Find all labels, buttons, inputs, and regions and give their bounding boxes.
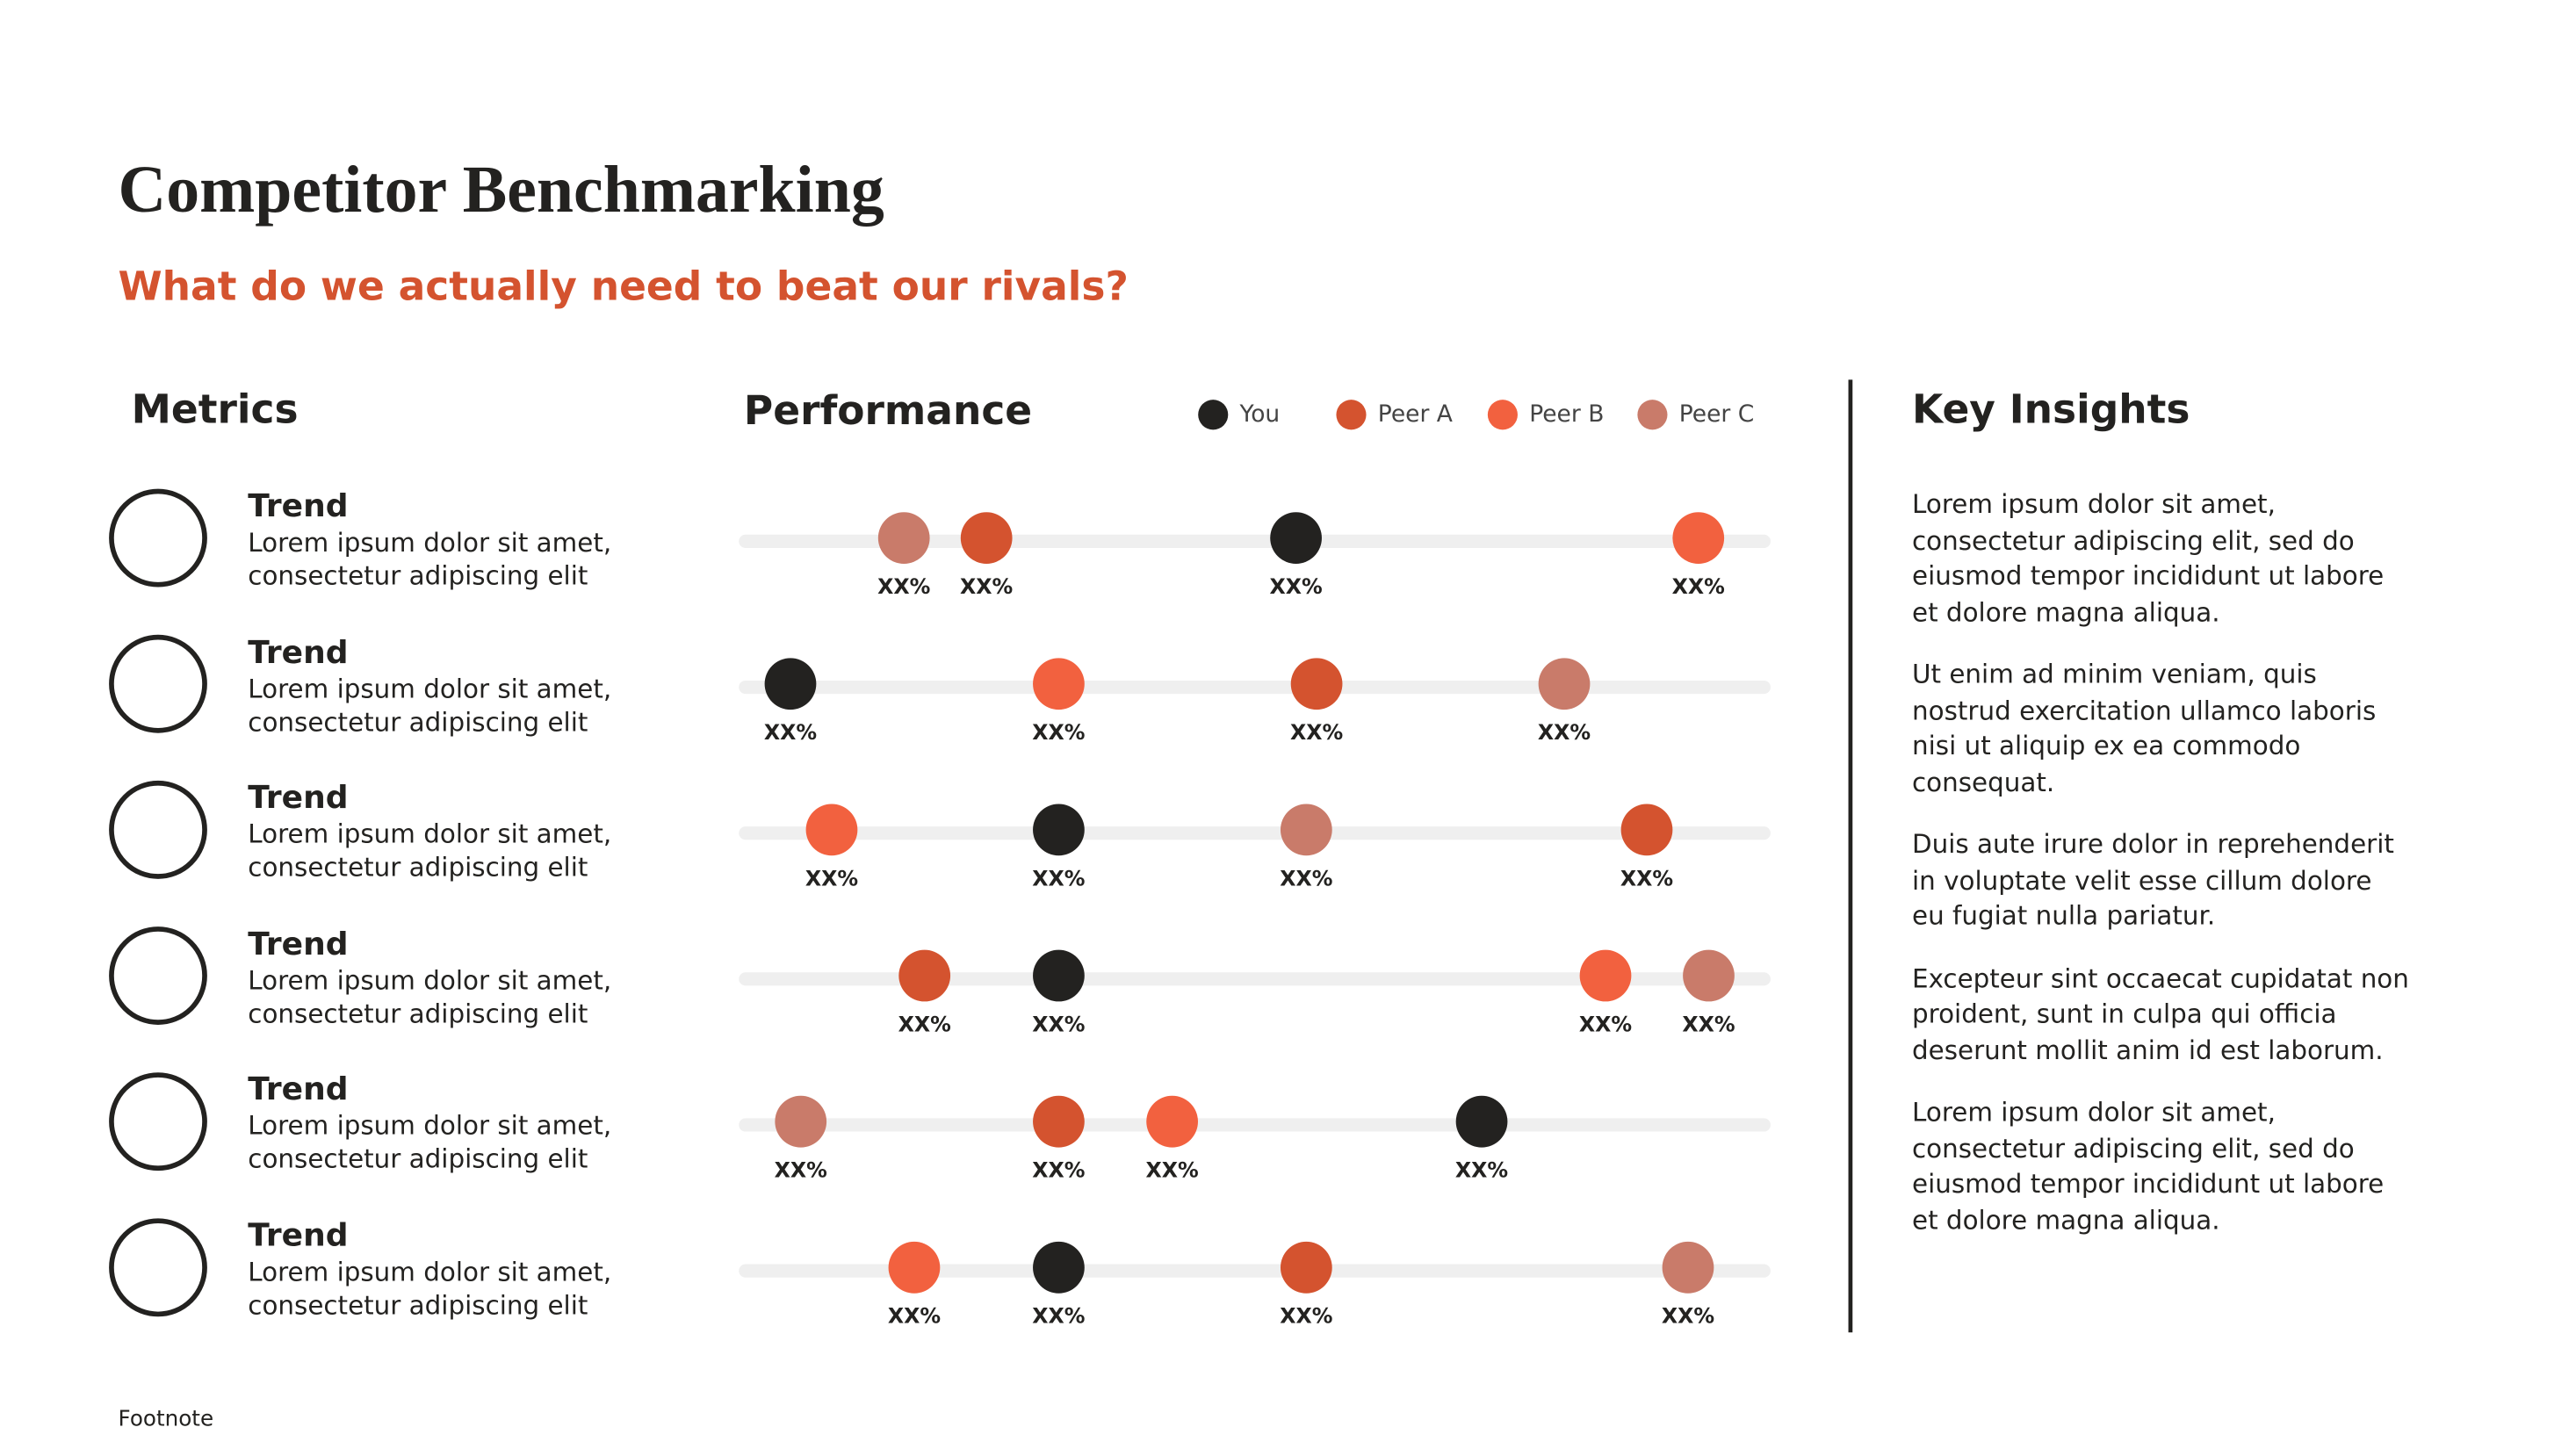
dot — [1683, 949, 1735, 1002]
metric-icon — [109, 488, 207, 588]
dot — [1290, 658, 1343, 710]
dot — [1662, 1241, 1714, 1294]
legend-label: Peer C — [1679, 400, 1754, 428]
value-label: XX% — [1672, 574, 1725, 599]
value-label: XX% — [1280, 1304, 1332, 1329]
value-label: XX% — [1662, 1304, 1714, 1329]
dot — [1033, 658, 1085, 710]
value-label: XX% — [1269, 574, 1322, 599]
value-label: XX% — [1538, 720, 1591, 745]
legend-swatch — [1198, 400, 1229, 430]
dot — [1033, 804, 1085, 856]
metric-note: Lorem ipsum dolor sit amet, consectetur … — [248, 1257, 612, 1322]
value-label: XX% — [1620, 866, 1673, 890]
footnote: Footnote — [118, 1407, 214, 1433]
chart-title: Performance — [744, 387, 1032, 434]
value-label: XX% — [805, 866, 858, 890]
legend-swatch — [1487, 400, 1518, 430]
value-label: XX% — [960, 574, 1013, 599]
legend-label: Peer B — [1529, 400, 1604, 428]
insights: Lorem ipsum dolor sit amet, consectetur … — [1912, 488, 2411, 1266]
metrics-heading: Metrics — [131, 386, 299, 434]
metric-title: Trend — [248, 487, 349, 525]
metric-note: Lorem ipsum dolor sit amet, consectetur … — [248, 528, 612, 592]
dot — [1280, 804, 1332, 856]
value-label: XX% — [1146, 1158, 1199, 1183]
dot — [1538, 658, 1591, 710]
legend-swatch — [1336, 400, 1367, 430]
value-label: XX% — [898, 1012, 951, 1036]
dot — [775, 1095, 827, 1148]
value-label: XX% — [877, 574, 930, 599]
dot — [1270, 512, 1322, 564]
value-label: XX% — [764, 720, 817, 745]
insight-paragraph: Excepteur sint occaecat cupidatat non pr… — [1912, 963, 2409, 1065]
dot — [1579, 949, 1632, 1002]
legend-label: Peer A — [1378, 400, 1453, 428]
dot — [764, 658, 817, 710]
subtitle: What do we actually need to beat our riv… — [118, 263, 1129, 310]
value-label: XX% — [1682, 1012, 1735, 1036]
metric-icon — [109, 780, 207, 879]
dot — [1033, 1095, 1085, 1148]
insight-paragraph: Lorem ipsum dolor sit amet, consectetur … — [1912, 489, 2385, 628]
dot — [877, 512, 930, 564]
value-label: XX% — [1032, 720, 1085, 745]
insights-heading: Key Insights — [1912, 386, 2190, 434]
dot — [1033, 1241, 1085, 1294]
metric-icon — [109, 1072, 207, 1171]
dot — [888, 1241, 941, 1294]
metric-title: Trend — [248, 779, 349, 817]
metric-icon — [109, 1218, 207, 1317]
metric-icon — [109, 926, 207, 1025]
metric-note: Lorem ipsum dolor sit amet, consectetur … — [248, 1111, 612, 1175]
legend-label: You — [1239, 400, 1281, 428]
value-label: XX% — [1032, 1158, 1085, 1183]
value-label: XX% — [1032, 1304, 1085, 1329]
value-label: XX% — [1280, 866, 1332, 890]
dot — [898, 949, 951, 1002]
metric-note: Lorem ipsum dolor sit amet, consectetur … — [248, 819, 612, 883]
metric-note: Lorem ipsum dolor sit amet, consectetur … — [248, 965, 612, 1029]
dot — [1455, 1095, 1508, 1148]
metric-icon — [109, 634, 207, 733]
metric-title: Trend — [248, 633, 349, 671]
value-label: XX% — [1579, 1012, 1632, 1036]
value-label: XX% — [1032, 866, 1085, 890]
insight-paragraph: Lorem ipsum dolor sit amet, consectetur … — [1912, 1097, 2385, 1236]
title: Competitor Benchmarking — [118, 151, 884, 227]
value-label: XX% — [888, 1304, 941, 1329]
metric-note: Lorem ipsum dolor sit amet, consectetur … — [248, 674, 612, 738]
dot — [960, 512, 1013, 564]
legend-swatch — [1637, 400, 1668, 430]
dot — [1280, 1241, 1332, 1294]
metric-title: Trend — [248, 1217, 349, 1255]
dot — [1672, 512, 1725, 564]
value-label: XX% — [1032, 1012, 1085, 1036]
dot — [1146, 1095, 1198, 1148]
insight-paragraph: Duis aute irure dolor in reprehenderit i… — [1912, 829, 2394, 932]
value-label: XX% — [775, 1158, 827, 1183]
dot — [805, 804, 858, 856]
dot — [1620, 804, 1673, 856]
dot — [1033, 949, 1085, 1002]
value-label: XX% — [1290, 720, 1343, 745]
metric-title: Trend — [248, 1071, 349, 1108]
value-label: XX% — [1455, 1158, 1508, 1183]
metric-title: Trend — [248, 926, 349, 962]
insight-paragraph: Ut enim ad minim veniam, quis nostrud ex… — [1912, 660, 2377, 797]
